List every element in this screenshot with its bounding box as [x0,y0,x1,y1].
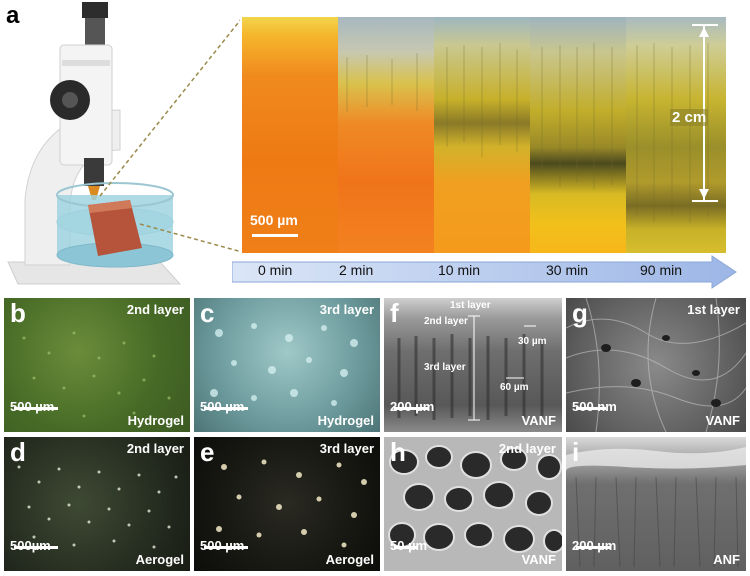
panel-label-a: a [6,2,20,29]
scale-bar-a [252,234,298,237]
panel-g: g 1st layer 500 nm VANF [566,298,746,432]
fibre-streaks [346,43,709,223]
time-label-3: 30 min [546,262,589,278]
texture-i [566,447,746,568]
sample-label-g: VANF [705,413,740,428]
scale-label-f: 200 µm [390,399,435,414]
scale-bar-c [204,407,248,410]
panel-label-g: g [572,298,588,328]
frame-30min [530,17,626,253]
frame-10min [434,17,530,253]
scale-bar-g [576,407,606,410]
layer-label-d: 2nd layer [126,441,184,456]
sample-label-i: ANF [713,552,740,567]
scale-label-e: 500 µm [200,538,245,553]
time-lapse-strip: 500 µm 2 cm [242,17,726,253]
layer3-label-f: 3rd layer [424,362,466,373]
scale-bar-i [576,546,610,549]
panel-i: i 200 µm ANF [566,437,746,571]
scale-bar-h [394,546,418,549]
scale-bar-b [14,407,58,410]
panel-label-c: c [200,298,215,328]
panel-label-b: b [10,298,26,328]
scale-label-c: 500 µm [200,399,245,414]
dim30-label-f: 30 µm [518,336,547,347]
layer2-label-f: 2nd layer [424,316,468,327]
time-label-2: 10 min [438,262,481,278]
layer-label-h: 2nd layer [498,441,556,456]
panel-label-d: d [10,437,26,467]
scale-label-g: 500 nm [572,399,617,414]
sample-label-f: VANF [521,413,556,428]
scale-label-h: 50 µm [390,538,428,553]
layer-label-b: 2nd layer [126,302,184,317]
scale-label-b: 500 µm [10,399,55,414]
panel-h: h 2nd layer 50 µm VANF [384,437,562,571]
panel-d: d 2nd layer 500µm Aerogel [4,437,190,571]
texture-c [210,323,358,406]
time-label-0: 0 min [258,262,293,278]
sample-label-c: Hydrogel [317,413,374,428]
frame-0min [242,17,338,253]
scale-label-d: 500µm [10,538,51,553]
texture-g [566,298,746,432]
frame-2min [338,17,434,253]
layer-label-c: 3rd layer [319,302,374,317]
dim60-label-f: 60 µm [500,382,529,393]
panel-f: f 1st layer 2nd layer 3rd layer 30 µm 60… [384,298,562,432]
layer-label-g: 1st layer [687,302,740,317]
scale-bar-d [14,546,58,549]
panel-e: e 3rd layer 500 µm Aerogel [194,437,380,571]
panel-label-h: h [390,437,406,467]
panel-label-i: i [572,437,580,467]
microscope-illustration [7,2,240,285]
scale-label-a: 500 µm [250,212,298,228]
sample-label-d: Aerogel [135,552,184,567]
texture-e [216,459,367,548]
panel-label-e: e [200,437,215,467]
scale-bar-e [204,546,248,549]
texture-d [17,465,178,549]
sample-label-h: VANF [521,552,556,567]
sample-label-e: Aerogel [325,552,374,567]
panel-label-f: f [390,298,399,328]
time-arrow [232,255,737,289]
scale-bar-f [394,407,428,410]
panel-c: c 3rd layer 500 µm Hydrogel [194,298,380,432]
time-label-4: 90 min [640,262,683,278]
time-label-1: 2 min [339,262,374,278]
panel-b: b 2nd layer 500 µm Hydrogel [4,298,190,432]
layer-label-e: 3rd layer [319,441,374,456]
sample-label-b: Hydrogel [127,413,184,428]
frame-90min [626,17,726,253]
layer1-label-f: 1st layer [450,300,491,311]
texture-h [388,445,562,553]
height-label: 2 cm [670,109,709,126]
scale-label-i: 200 µm [572,538,617,553]
texture-f [397,315,544,421]
